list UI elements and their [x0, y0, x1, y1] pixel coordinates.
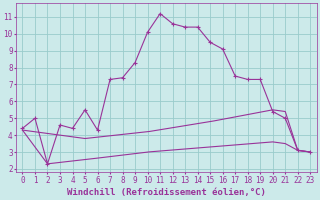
- X-axis label: Windchill (Refroidissement éolien,°C): Windchill (Refroidissement éolien,°C): [67, 188, 266, 197]
